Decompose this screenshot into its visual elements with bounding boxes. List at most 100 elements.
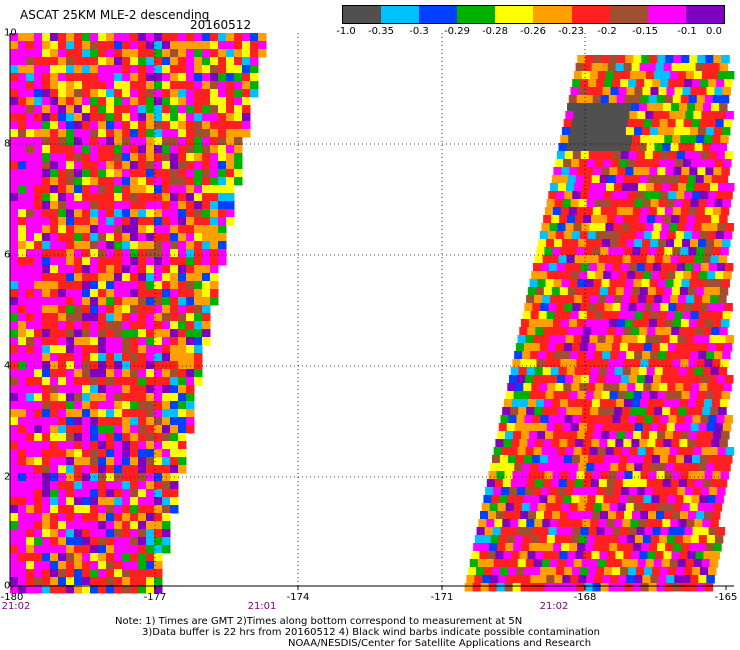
swath-cell <box>74 489 83 498</box>
swath-cell <box>587 343 597 352</box>
swath-cell <box>550 367 560 376</box>
swath-cell <box>557 447 567 456</box>
swath-cell <box>637 375 646 384</box>
swath-cell <box>538 239 547 248</box>
swath-cell <box>502 519 511 528</box>
swath-cell <box>170 145 179 154</box>
swath-cell <box>604 191 613 200</box>
swath-cell <box>114 393 123 402</box>
swath-cell <box>723 119 733 128</box>
swath-cell <box>34 321 43 330</box>
swath-cell <box>543 215 552 224</box>
swath-cell <box>555 495 564 504</box>
swath-cell <box>563 271 572 280</box>
swath-cell <box>535 439 544 448</box>
swath-cell <box>522 535 532 544</box>
swath-cell <box>711 103 720 112</box>
swath-cell <box>130 305 139 314</box>
swath-cell <box>130 41 139 50</box>
swath-cell <box>178 313 187 322</box>
swath-cell <box>234 169 243 178</box>
swath-cell <box>645 559 655 568</box>
swath-cell <box>114 465 123 474</box>
swath-cell <box>522 463 531 472</box>
swath-cell <box>713 431 722 440</box>
swath-cell <box>579 455 589 464</box>
swath-cell <box>50 569 59 578</box>
swath-cell <box>34 201 43 210</box>
swath-cell <box>34 393 43 402</box>
swath-cell <box>656 207 666 216</box>
swath-cell <box>82 345 91 354</box>
swath-cell <box>614 255 624 264</box>
swath-cell <box>50 217 59 226</box>
swath-cell <box>58 105 67 114</box>
swath-cell <box>682 311 692 320</box>
swath-cell <box>635 383 644 392</box>
swath-cell <box>498 535 508 544</box>
swath-cell <box>644 303 653 312</box>
swath-cell <box>138 497 147 506</box>
swath-cell <box>514 423 524 432</box>
swath-cell <box>170 105 179 114</box>
swath-cell <box>114 521 123 530</box>
swath-cell <box>615 175 625 184</box>
swath-cell <box>624 583 634 592</box>
swath-cell <box>607 399 617 408</box>
swath-cell <box>162 433 171 442</box>
swath-cell <box>643 455 653 464</box>
swath-cell <box>98 569 107 578</box>
swath-cell <box>114 369 123 378</box>
swath-cell <box>146 345 155 354</box>
swath-cell <box>512 359 521 368</box>
swath-cell <box>666 239 675 248</box>
swath-cell <box>569 543 578 552</box>
swath-cell <box>698 199 708 208</box>
swath-cell <box>26 393 35 402</box>
swath-cell <box>628 527 638 536</box>
swath-cell <box>178 89 187 98</box>
swath-cell <box>519 551 528 560</box>
swath-cell <box>170 305 179 314</box>
swath-cell <box>122 209 131 218</box>
swath-cell <box>691 455 701 464</box>
swath-cell <box>593 127 603 136</box>
swath-cell <box>106 89 115 98</box>
swath-cell <box>186 105 195 114</box>
swath-cell <box>557 223 566 232</box>
swath-cell <box>629 223 638 232</box>
swath-cell <box>624 207 634 216</box>
swath-cell <box>10 441 19 450</box>
swath-cell <box>607 327 616 336</box>
swath-cell <box>226 105 235 114</box>
swath-cell <box>58 321 67 330</box>
swath-cell <box>98 241 107 250</box>
swath-cell <box>579 159 588 168</box>
swath-cell <box>18 409 27 418</box>
swath-cell <box>552 471 562 480</box>
swath-cell <box>718 255 728 264</box>
swath-cell <box>497 431 506 440</box>
swath-cell <box>74 305 83 314</box>
swath-cell <box>106 33 115 42</box>
swath-cell <box>18 305 27 314</box>
swath-cell <box>481 503 491 512</box>
swath-cell <box>672 359 681 368</box>
swath-cell <box>546 239 555 248</box>
swath-cell <box>114 457 123 466</box>
swath-cell <box>170 57 179 66</box>
swath-cell <box>573 335 583 344</box>
swath-cell <box>685 559 695 568</box>
swath-cell <box>503 399 513 408</box>
swath-cell <box>42 345 51 354</box>
swath-cell <box>66 433 75 442</box>
swath-cell <box>42 457 51 466</box>
swath-cell <box>664 95 674 104</box>
swath-cell <box>210 177 219 186</box>
swath-cell <box>632 95 642 104</box>
swath-cell <box>500 567 509 576</box>
swath-cell <box>528 583 538 592</box>
swath-cell <box>10 433 19 442</box>
swath-cell <box>663 439 672 448</box>
swath-cell <box>18 449 27 458</box>
